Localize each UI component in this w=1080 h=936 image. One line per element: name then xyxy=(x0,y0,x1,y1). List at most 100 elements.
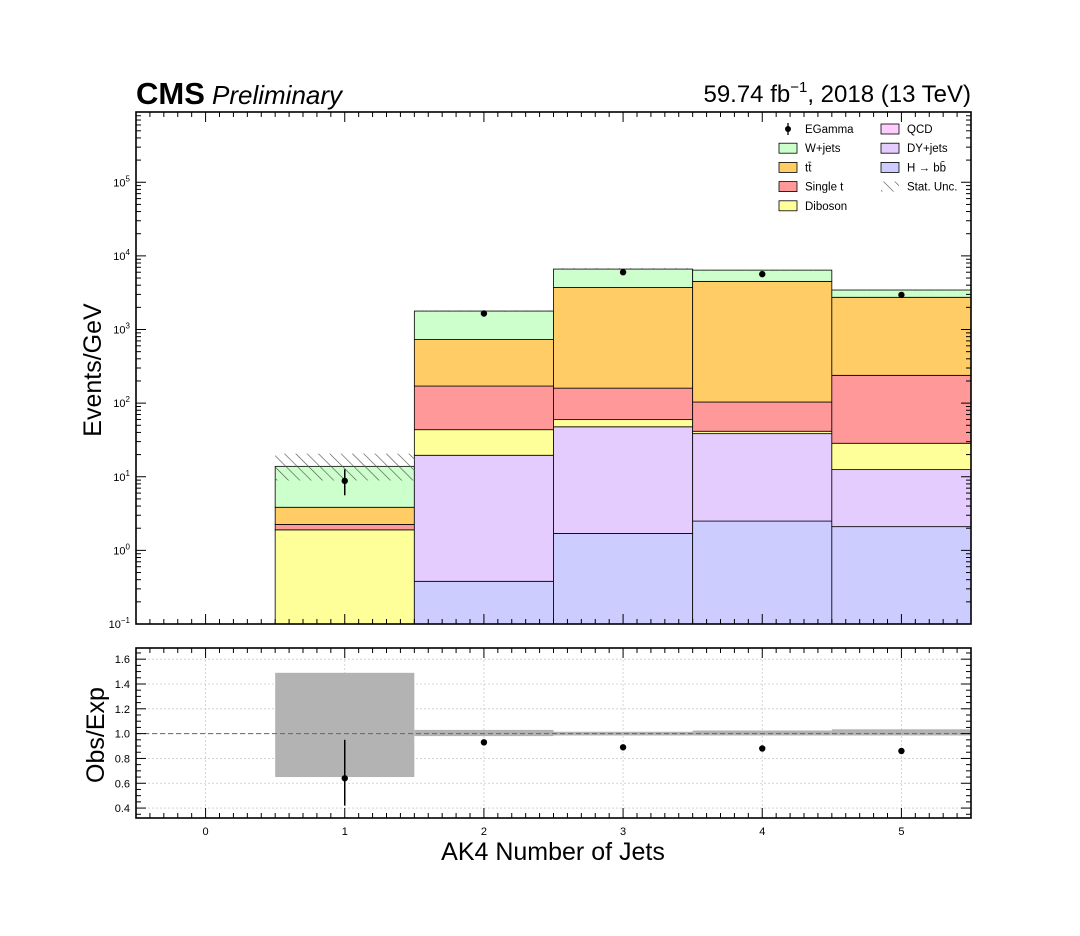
ratio-point-4 xyxy=(759,745,766,752)
ratio-y-tick-label: 1.2 xyxy=(115,704,130,716)
ratio-band-bin-4 xyxy=(692,730,832,736)
ratio-point-5 xyxy=(898,747,905,755)
legend-label: Single t xyxy=(805,182,844,194)
legend-swatch xyxy=(880,161,900,173)
ratio-y-axis-label: Obs/Exp xyxy=(82,687,110,783)
y-tick-exponent: 3 xyxy=(126,322,131,331)
y-tick-exponent: 2 xyxy=(126,395,131,404)
stack-bar-single-t-bin-5 xyxy=(831,374,972,444)
ratio-point-1 xyxy=(341,775,348,782)
stack-bar-single-t-bin-3 xyxy=(553,387,694,421)
stack-bar-dy-jets-bin-5 xyxy=(831,469,972,528)
stack-bar-diboson-bin-3 xyxy=(553,419,694,428)
lumi-label: 59.74 fb−1, 2018 (13 TeV) xyxy=(703,79,971,108)
y-tick-label: 100 xyxy=(113,542,130,557)
x-tick-label: 3 xyxy=(620,826,626,838)
stat-unc-bin-4 xyxy=(692,269,832,271)
y-tick-label: 101 xyxy=(113,469,130,484)
legend-label: H → bb̄ xyxy=(907,162,946,175)
ratio-band-bin-5 xyxy=(831,729,971,736)
y-tick-exponent: 4 xyxy=(126,248,131,257)
ratio-y-tick-label: 1.6 xyxy=(115,654,130,666)
stack-bar-diboson-bin-1 xyxy=(274,529,415,625)
stack-bar-tt--bin-1 xyxy=(274,506,415,525)
y-tick-base: 10 xyxy=(113,398,125,410)
y-tick-exponent: 1 xyxy=(126,469,131,478)
y-tick-base: 10 xyxy=(113,545,125,557)
x-tick-label: 1 xyxy=(342,826,348,838)
stack-bar-dy-jets-bin-3 xyxy=(553,426,694,534)
stack-bar-tt--bin-5 xyxy=(831,296,972,376)
stack-bar-dy-jets-bin-2 xyxy=(413,454,554,582)
ratio-y-ticks: 0.4 0.6 0.8 1.0 1.2 1.4 1.6 xyxy=(115,652,971,815)
ratio-x-ticks: 0 1 2 3 4 5 xyxy=(135,648,972,838)
y-tick-exponent: 5 xyxy=(126,174,131,183)
y-tick-base: 10 xyxy=(113,177,125,189)
ratio-panel: 0.4 0.6 0.8 1.0 1.2 1.4 1.6 0 1 2 3 4 5 Obs/Exp AK4… xyxy=(82,647,972,866)
stat-unc-bin-5 xyxy=(831,289,971,291)
y-tick-base: 10 xyxy=(113,472,125,484)
stack-bar-single-t-bin-2 xyxy=(413,385,554,431)
data-point-3 xyxy=(619,269,627,276)
x-tick-label: 4 xyxy=(759,826,765,838)
data-point-2 xyxy=(480,310,488,317)
x-tick-label: 5 xyxy=(898,826,904,838)
legend-label: W+jets xyxy=(805,143,841,155)
ratio-band-bin-3 xyxy=(553,731,693,736)
stack-bar-tt--bin-3 xyxy=(553,287,694,389)
stack-bar-tt--bin-2 xyxy=(413,339,554,387)
data-point-1 xyxy=(341,477,348,485)
main-x-ticks xyxy=(135,112,972,624)
legend-swatch xyxy=(880,123,900,135)
y-tick-base: 10 xyxy=(113,325,125,337)
lumi-main: 59.74 fb xyxy=(703,81,790,108)
stacked-histogram xyxy=(274,268,972,625)
y-tick-label: 102 xyxy=(113,395,130,410)
stack-bar-single-t-bin-1 xyxy=(274,524,415,531)
ratio-y-tick-label: 1.0 xyxy=(115,729,130,741)
y-tick-label: 104 xyxy=(113,248,130,263)
ratio-y-tick-label: 1.4 xyxy=(115,679,130,691)
y-tick-label: 10−1 xyxy=(109,616,131,631)
stack-bar-h-bb--bin-5 xyxy=(831,526,972,625)
observed-data-points xyxy=(341,269,905,496)
stack-bar-single-t-bin-4 xyxy=(692,401,833,432)
stat-unc-bin-3 xyxy=(553,268,693,270)
x-tick-label: 2 xyxy=(481,826,487,838)
ratio-points xyxy=(341,739,905,806)
ratio-band-bin-2 xyxy=(414,729,554,737)
legend: EGamma W+jets tt̄ Single t Diboson QCD DY+jets… xyxy=(778,123,958,213)
legend-hatch xyxy=(881,181,899,192)
legend-swatch xyxy=(778,161,798,173)
ratio-y-tick-label: 0.6 xyxy=(115,778,130,790)
stack-bar-h-bb--bin-3 xyxy=(553,533,694,625)
legend-label: QCD xyxy=(907,124,933,136)
legend-swatch xyxy=(778,142,798,154)
stack-bar-dy-jets-bin-4 xyxy=(692,433,833,522)
legend-swatch xyxy=(778,200,798,212)
y-tick-label: 103 xyxy=(113,322,130,337)
y-tick-base: 10 xyxy=(113,251,125,263)
ratio-point-3 xyxy=(619,744,627,751)
data-point-4 xyxy=(759,270,766,278)
stack-bar-diboson-bin-5 xyxy=(831,442,972,471)
data-point-5 xyxy=(898,291,905,299)
x-axis-label: AK4 Number of Jets xyxy=(441,838,665,866)
ratio-y-tick-label: 0.4 xyxy=(115,803,130,815)
lumi-tail: , 2018 (13 TeV) xyxy=(807,81,971,108)
legend-swatch xyxy=(778,181,798,193)
y-tick-exponent: 0 xyxy=(126,542,131,551)
stack-bar-diboson-bin-2 xyxy=(413,429,554,456)
lumi-exponent: −1 xyxy=(790,79,807,96)
main-y-axis-label: Events/GeV xyxy=(79,303,107,437)
legend-label: DY+jets xyxy=(907,143,948,155)
legend-label: Stat. Unc. xyxy=(907,182,958,194)
stack-bar-h-bb--bin-4 xyxy=(692,520,833,625)
y-tick-base: 10 xyxy=(109,619,121,631)
legend-label: tt̄ xyxy=(805,162,812,174)
x-tick-label: 0 xyxy=(203,826,209,838)
y-tick-label: 105 xyxy=(113,174,130,189)
